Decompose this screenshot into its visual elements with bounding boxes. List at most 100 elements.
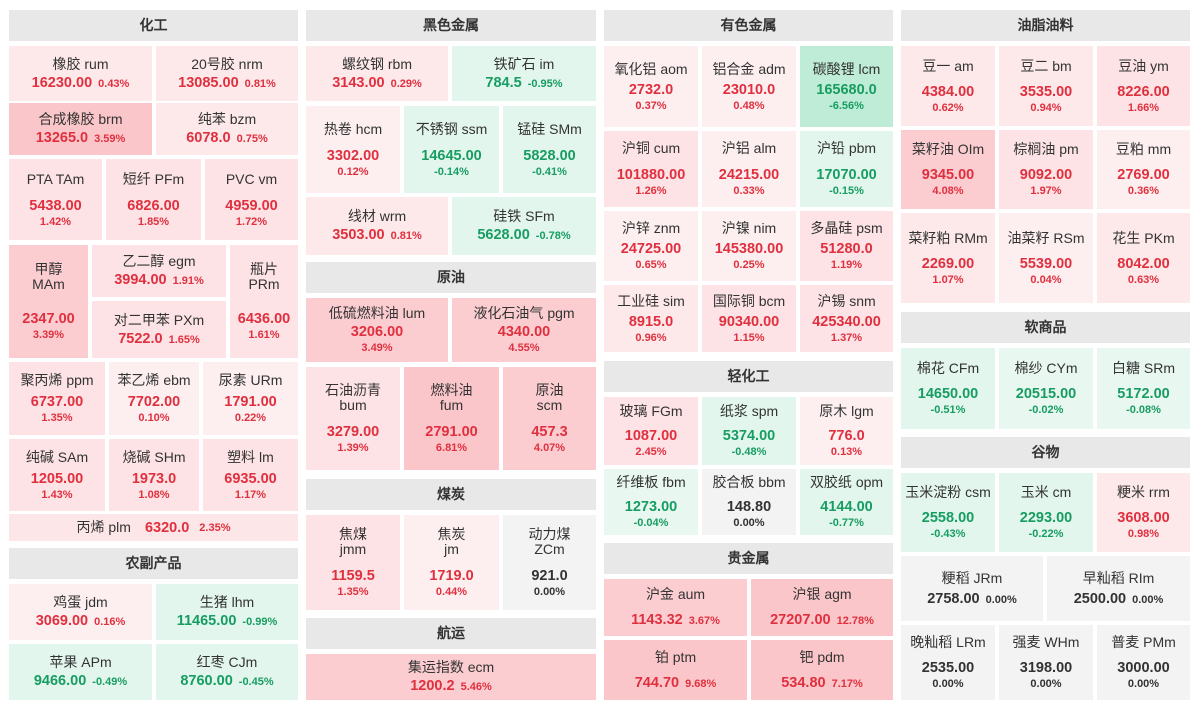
tile-ym[interactable]: 豆油 ym 8226.00 1.66% <box>1097 46 1190 126</box>
tile-pm[interactable]: 棕榈油 pm 9092.00 1.97% <box>999 130 1093 209</box>
tile-SRm[interactable]: 白糖 SRm 5172.00 -0.08% <box>1097 348 1190 429</box>
tile-znm[interactable]: 沪锌 znm 24725.00 0.65% <box>604 211 698 281</box>
tile-jmm[interactable]: 焦煤 jmm 1159.5 1.35% <box>306 515 400 610</box>
tile-SHm[interactable]: 烧碱 SHm 1973.0 1.08% <box>109 439 199 511</box>
tile-PKm[interactable]: 花生 PKm 8042.00 0.63% <box>1097 213 1190 303</box>
section-header-soft[interactable]: 软商品 <box>901 312 1190 343</box>
tile-price: 27207.00 <box>770 612 831 628</box>
tile-snm[interactable]: 沪锡 snm 425340.00 1.37% <box>800 285 893 352</box>
tile-csm[interactable]: 玉米淀粉 csm 2558.00 -0.43% <box>901 473 995 552</box>
tile-ptm[interactable]: 铂 ptm 744.70 9.68% <box>604 640 747 700</box>
tile-sim[interactable]: 工业硅 sim 8915.0 0.96% <box>604 285 698 352</box>
tile-lcm[interactable]: 碳酸锂 lcm 165680.0 -6.56% <box>800 46 893 127</box>
section-header-oils[interactable]: 油脂油料 <box>901 10 1190 41</box>
tile-ppm[interactable]: 聚丙烯 ppm 6737.00 1.35% <box>9 362 105 435</box>
tile-ecm[interactable]: 集运指数 ecm 1200.2 5.46% <box>306 654 596 700</box>
tile-CJm[interactable]: 红枣 CJm 8760.00 -0.45% <box>156 644 298 700</box>
tile-hcm[interactable]: 热卷 hcm 3302.00 0.12% <box>306 106 400 193</box>
tile-name: 钯 pdm <box>799 648 845 665</box>
tile-lm[interactable]: 塑料 lm 6935.00 1.17% <box>203 439 298 511</box>
tile-price: 8760.00 <box>180 673 233 689</box>
section-header-light[interactable]: 轻化工 <box>604 361 893 392</box>
tile-psm[interactable]: 多晶硅 psm 51280.0 1.19% <box>800 211 893 281</box>
tile-PFm[interactable]: 短纤 PFm 6826.00 1.85% <box>106 159 201 240</box>
section-header-nonferrous[interactable]: 有色金属 <box>604 10 893 41</box>
tile-spm[interactable]: 纸浆 spm 5374.00 -0.48% <box>702 397 796 465</box>
tile-adm[interactable]: 铝合金 adm 23010.0 0.48% <box>702 46 796 127</box>
tile-agm[interactable]: 沪银 agm 27207.00 12.78% <box>751 579 893 636</box>
tile-lum[interactable]: 低硫燃料油 lum 3206.00 3.49% <box>306 298 448 362</box>
tile-alm[interactable]: 沪铝 alm 24215.00 0.33% <box>702 131 796 207</box>
section-header-grains[interactable]: 谷物 <box>901 437 1190 468</box>
tile-FGm[interactable]: 玻璃 FGm 1087.00 2.45% <box>604 397 698 465</box>
section-header-crude[interactable]: 原油 <box>306 262 596 293</box>
tile-RSm[interactable]: 油菜籽 RSm 5539.00 0.04% <box>999 213 1093 303</box>
tile-bbm[interactable]: 胶合板 bbm 148.80 0.00% <box>702 469 796 535</box>
tile-plm[interactable]: 丙烯 plm 6320.0 2.35% <box>9 514 298 541</box>
tile-rum[interactable]: 橡胶 rum 16230.00 0.43% <box>9 46 152 101</box>
tile-OIm[interactable]: 菜籽油 OIm 9345.00 4.08% <box>901 130 995 209</box>
tile-pdm[interactable]: 钯 pdm 534.80 7.17% <box>751 640 893 700</box>
tile-bm[interactable]: 豆二 bm 3535.00 0.94% <box>999 46 1093 126</box>
tile-pbm[interactable]: 沪铅 pbm 17070.00 -0.15% <box>800 131 893 207</box>
tile-price: 23010.0 <box>722 81 776 98</box>
section-header-agri[interactable]: 农副产品 <box>9 548 298 579</box>
section-header-coal[interactable]: 煤炭 <box>306 479 596 510</box>
tile-rrm[interactable]: 粳米 rrm 3608.00 0.98% <box>1097 473 1190 552</box>
tile-ebm[interactable]: 苯乙烯 ebm 7702.00 0.10% <box>109 362 199 435</box>
tile-URm[interactable]: 尿素 URm 1791.00 0.22% <box>203 362 298 435</box>
tile-SMm[interactable]: 锰硅 SMm 5828.00 -0.41% <box>503 106 596 193</box>
section-header-ferrous[interactable]: 黑色金属 <box>306 10 596 41</box>
tile-lhm[interactable]: 生猪 lhm 11465.00 -0.99% <box>156 584 298 640</box>
tile-jm[interactable]: 焦炭 jm 1719.0 0.44% <box>404 515 499 610</box>
tile-brm[interactable]: 合成橡胶 brm 13265.0 3.59% <box>9 103 152 155</box>
tile-vm[interactable]: PVC vm 4959.00 1.72% <box>205 159 298 240</box>
tile-TAm[interactable]: PTA TAm 5438.00 1.42% <box>9 159 102 240</box>
tile-SAm[interactable]: 纯碱 SAm 1205.00 1.43% <box>9 439 105 511</box>
tile-MAm[interactable]: 甲醇 MAm 2347.00 3.39% <box>9 245 88 358</box>
tile-PXm[interactable]: 对二甲苯 PXm 7522.0 1.65% <box>92 301 226 358</box>
tile-ZCm[interactable]: 动力煤 ZCm 921.0 0.00% <box>503 515 596 610</box>
section-crude: 原油 低硫燃料油 lum 3206.00 3.49% 液化石油气 pgm 434… <box>306 262 596 470</box>
tile-CYm[interactable]: 棉纱 CYm 20515.00 -0.02% <box>999 348 1093 429</box>
tile-mm[interactable]: 豆粕 mm 2769.00 0.36% <box>1097 130 1190 209</box>
tile-WHm[interactable]: 强麦 WHm 3198.00 0.00% <box>999 625 1093 700</box>
tile-bzm[interactable]: 纯苯 bzm 6078.0 0.75% <box>156 103 298 155</box>
tile-pgm[interactable]: 液化石油气 pgm 4340.00 4.55% <box>452 298 596 362</box>
tile-RIm[interactable]: 早籼稻 RIm 2500.00 0.00% <box>1047 556 1190 621</box>
tile-cm[interactable]: 玉米 cm 2293.00 -0.22% <box>999 473 1093 552</box>
tile-change: -0.15% <box>829 185 864 197</box>
tile-aum[interactable]: 沪金 aum 1143.32 3.67% <box>604 579 747 636</box>
tile-opm[interactable]: 双胶纸 opm 4144.00 -0.77% <box>800 469 893 535</box>
tile-bcm[interactable]: 国际铜 bcm 90340.00 1.15% <box>702 285 796 352</box>
tile-APm[interactable]: 苹果 APm 9466.00 -0.49% <box>9 644 152 700</box>
tile-jdm[interactable]: 鸡蛋 jdm 3069.00 0.16% <box>9 584 152 640</box>
tile-name: 粳米 rrm <box>1117 484 1170 500</box>
tile-PRm[interactable]: 瓶片 PRm 6436.00 1.61% <box>230 245 298 358</box>
tile-SFm[interactable]: 硅铁 SFm 5628.00 -0.78% <box>452 197 596 255</box>
tile-cum[interactable]: 沪铜 cum 101880.00 1.26% <box>604 131 698 207</box>
section-header-precious[interactable]: 贵金属 <box>604 543 893 574</box>
tile-nrm[interactable]: 20号胶 nrm 13085.00 0.81% <box>156 46 298 101</box>
tile-fbm[interactable]: 纤维板 fbm 1273.00 -0.04% <box>604 469 698 535</box>
tile-egm[interactable]: 乙二醇 egm 3994.00 1.91% <box>92 245 226 297</box>
tile-ssm[interactable]: 不锈钢 ssm 14645.00 -0.14% <box>404 106 499 193</box>
tile-fum[interactable]: 燃料油 fum 2791.00 6.81% <box>404 367 499 470</box>
tile-CFm[interactable]: 棉花 CFm 14650.00 -0.51% <box>901 348 995 429</box>
tile-JRm[interactable]: 粳稻 JRm 2758.00 0.00% <box>901 556 1043 621</box>
tile-nim[interactable]: 沪镍 nim 145380.00 0.25% <box>702 211 796 281</box>
tile-aom[interactable]: 氧化铝 aom 2732.0 0.37% <box>604 46 698 127</box>
section-header-chemicals[interactable]: 化工 <box>9 10 298 41</box>
tile-bum[interactable]: 石油沥青 bum 3279.00 1.39% <box>306 367 400 470</box>
tile-code: bum <box>339 396 367 413</box>
tile-lgm[interactable]: 原木 lgm 776.0 0.13% <box>800 397 893 465</box>
tile-LRm[interactable]: 晚籼稻 LRm 2535.00 0.00% <box>901 625 995 700</box>
section-header-shipping[interactable]: 航运 <box>306 618 596 649</box>
tile-rbm[interactable]: 螺纹钢 rbm 3143.00 0.29% <box>306 46 448 101</box>
tile-am[interactable]: 豆一 am 4384.00 0.62% <box>901 46 995 126</box>
tile-im[interactable]: 铁矿石 im 784.5 -0.95% <box>452 46 596 101</box>
tile-wrm[interactable]: 线材 wrm 3503.00 0.81% <box>306 197 448 255</box>
tile-PMm[interactable]: 普麦 PMm 3000.00 0.00% <box>1097 625 1190 700</box>
tile-RMm[interactable]: 菜籽粕 RMm 2269.00 1.07% <box>901 213 995 303</box>
tile-scm[interactable]: 原油 scm 457.3 4.07% <box>503 367 596 470</box>
